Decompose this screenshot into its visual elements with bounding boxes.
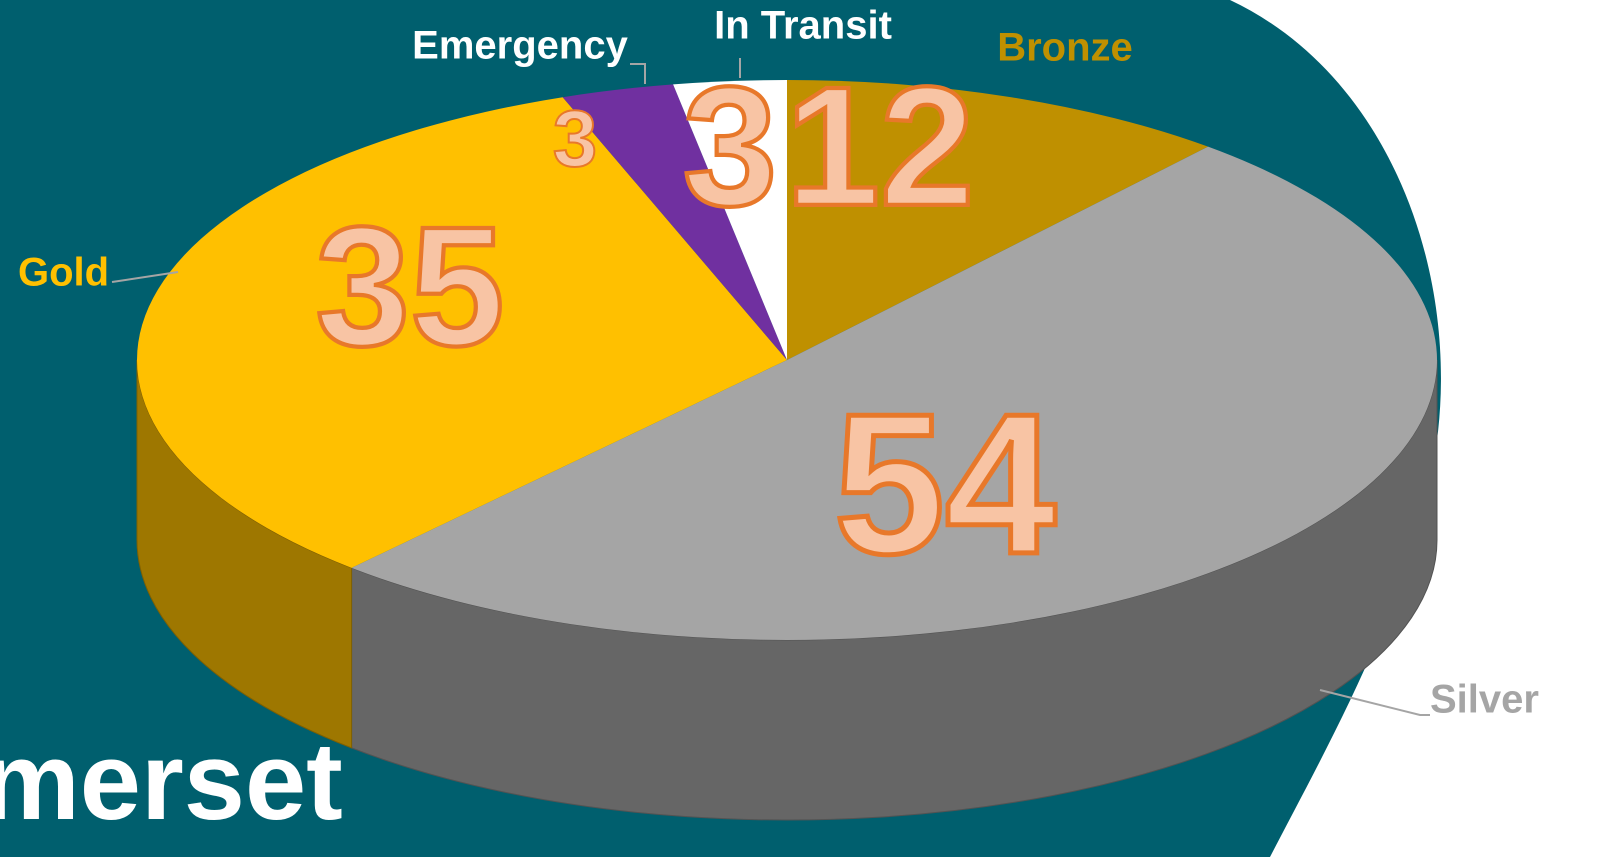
pie-slice: [351, 146, 1437, 641]
brand-text: merset: [0, 720, 343, 843]
value-label: 54: [834, 373, 1056, 596]
category-label: In Transit: [714, 4, 892, 48]
category-label: Gold: [18, 251, 109, 295]
value-label: 12: [785, 52, 974, 242]
pie-slice: [562, 84, 787, 361]
value-label: 3: [553, 94, 598, 183]
category-label: Emergency: [412, 24, 628, 68]
value-label: 35: [315, 192, 504, 382]
pie-tops: [136, 80, 1437, 641]
value-label: 3: [683, 52, 778, 242]
leader-line: [1319, 689, 1430, 716]
pie-slice: [136, 97, 787, 568]
leader-line: [111, 271, 179, 283]
pie-slice: [787, 80, 1209, 360]
pie-slice: [673, 80, 787, 360]
category-label: Silver: [1430, 678, 1539, 722]
category-label: Bronze: [997, 26, 1133, 70]
leader-line: [630, 63, 646, 84]
background-shape: [1230, 0, 1616, 857]
